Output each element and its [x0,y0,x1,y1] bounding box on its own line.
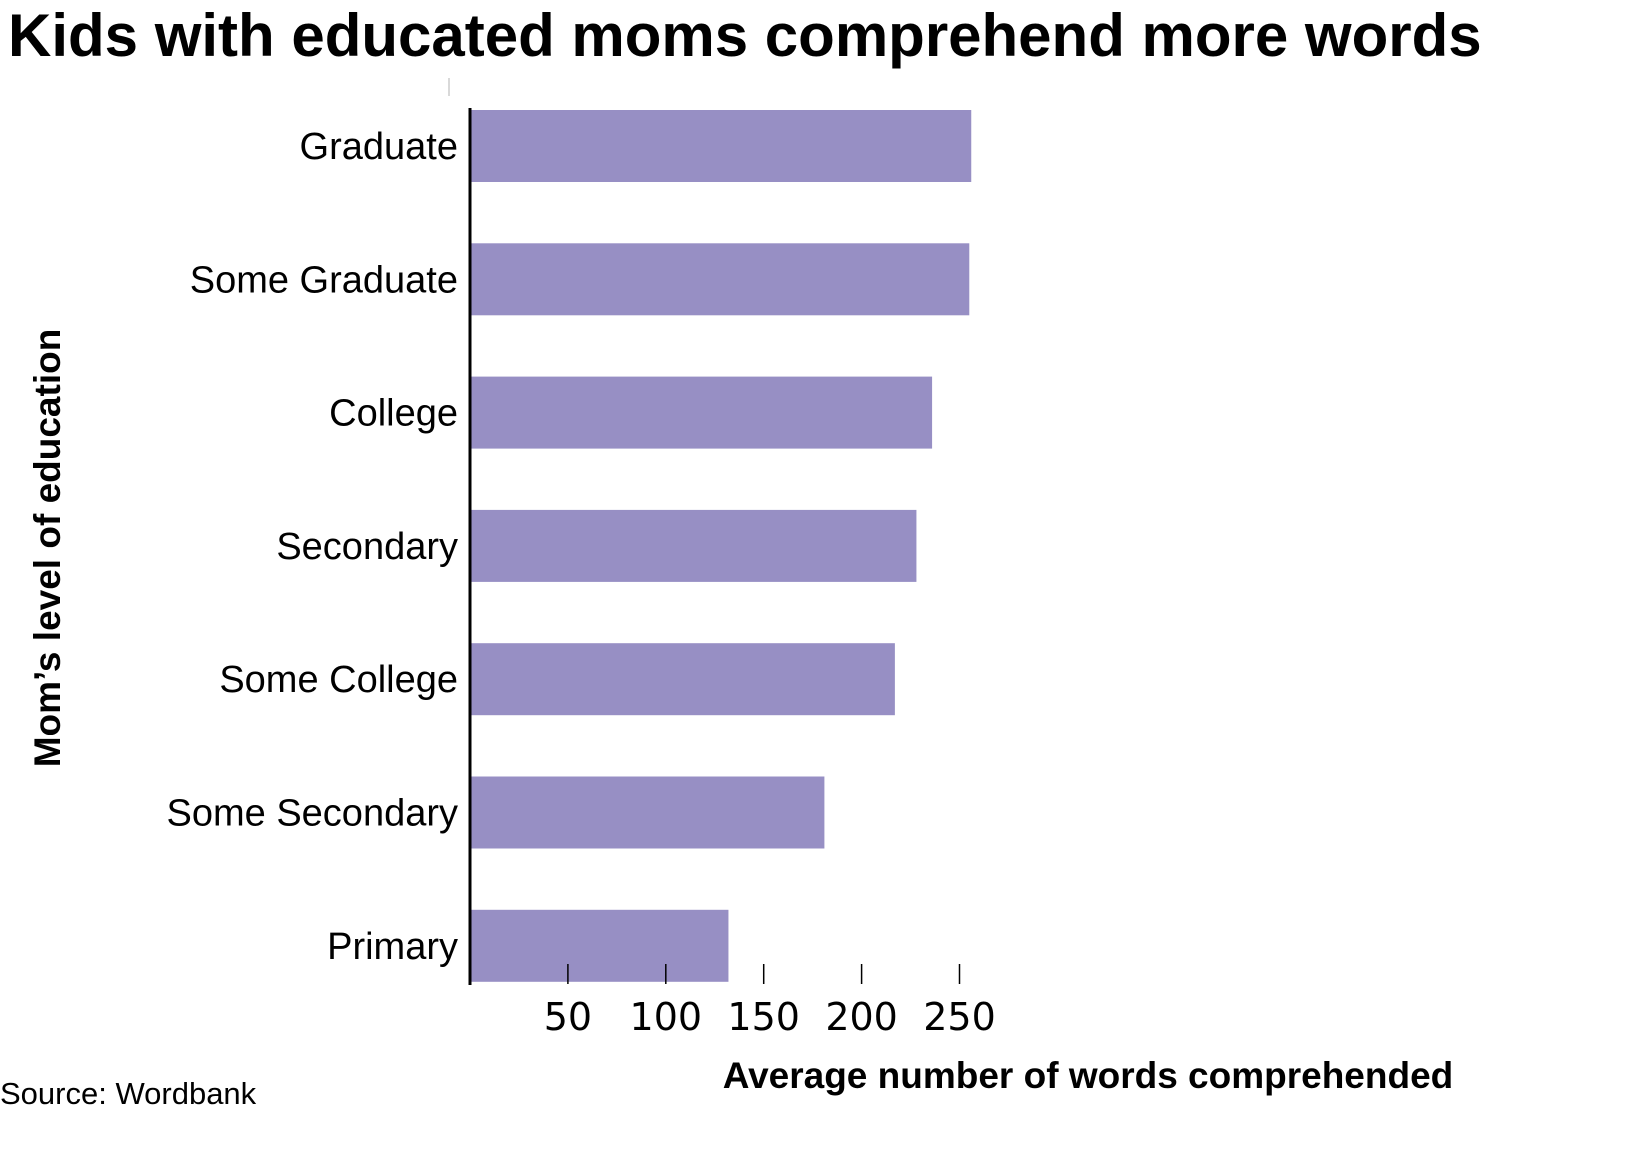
bar-some-secondary [470,776,825,849]
x-axis-title: Average number of words comprehended [723,1055,1454,1096]
bar-primary [470,909,729,982]
x-tick-label: 200 [825,995,898,1039]
x-tick-label: 50 [544,995,592,1039]
source-note: Source: Wordbank [0,1076,257,1111]
category-label: Secondary [276,526,458,568]
x-tick-label: 250 [923,995,996,1039]
category-label: Primary [327,926,458,968]
bar-graduate [470,110,972,182]
category-label: Some Secondary [167,793,459,835]
bar-some-college [470,643,895,716]
bar-secondary [470,509,917,582]
category-label: Some Graduate [190,259,458,301]
category-labels: Graduate Some Graduate College Secondary Som… [167,126,459,968]
y-axis-title: Mom’s level of education [27,329,68,768]
bar-college [470,376,933,449]
category-label: Graduate [300,126,458,168]
category-label: College [329,393,458,435]
x-axis-ticks: 50 100 150 200 250 [544,964,996,1039]
x-tick-label: 100 [630,995,703,1039]
category-label: Some College [219,659,458,701]
x-tick-label: 150 [727,995,800,1039]
chart-title: Kids with educated moms comprehend more … [8,2,1482,69]
bar-some-graduate [470,243,970,316]
bars-group [470,110,972,982]
